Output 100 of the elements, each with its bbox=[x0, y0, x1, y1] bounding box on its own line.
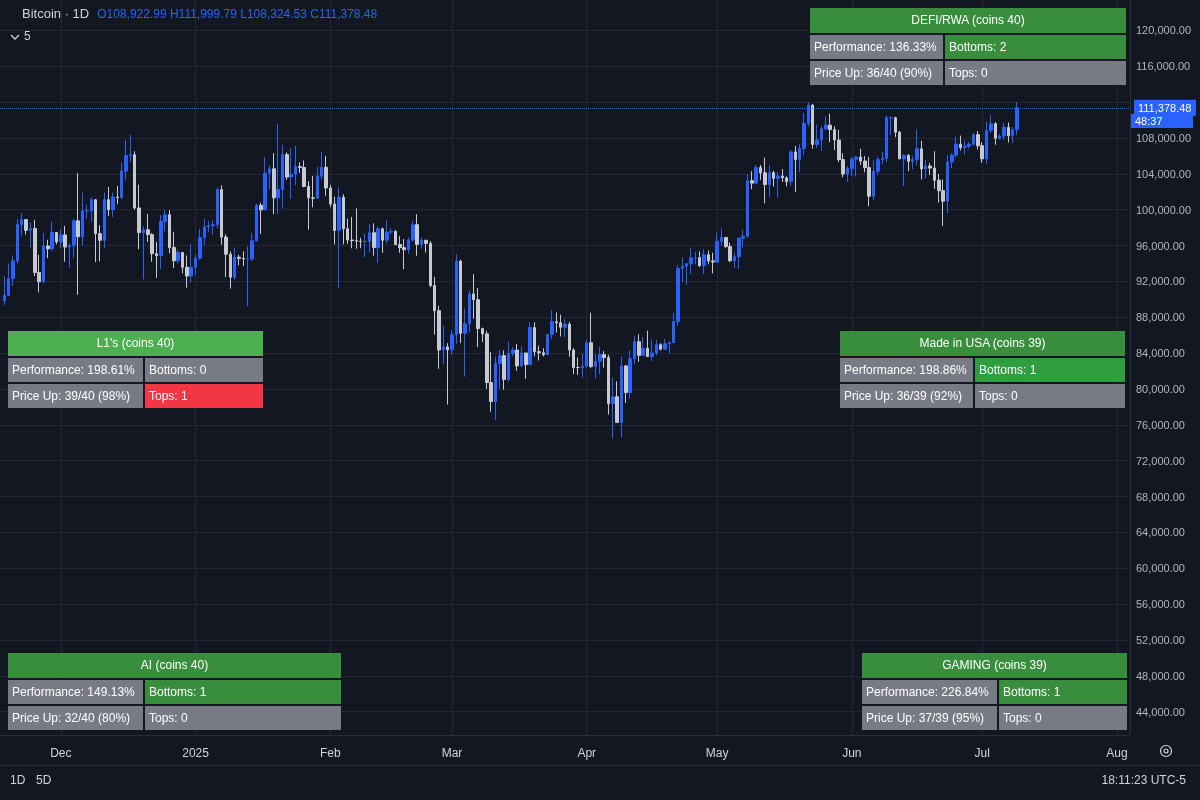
y-tick-label: 52,000.00 bbox=[1136, 633, 1185, 646]
candlestick bbox=[415, 213, 419, 257]
annotation: Price Up: 36/39 (92%) bbox=[840, 384, 973, 408]
candlestick bbox=[42, 232, 45, 284]
candlestick bbox=[615, 380, 619, 424]
x-tick-label: Jun bbox=[842, 746, 862, 760]
candlestick bbox=[867, 156, 871, 207]
y-tick-label: 76,000.00 bbox=[1136, 418, 1185, 431]
candlestick bbox=[528, 321, 532, 366]
x-tick-label: Dec bbox=[50, 746, 72, 760]
candlestick bbox=[559, 314, 562, 337]
text: Bitcoin · 1D bbox=[22, 6, 90, 21]
candlestick bbox=[289, 147, 293, 200]
candlestick bbox=[646, 330, 649, 358]
candlestick bbox=[259, 202, 263, 235]
candlestick bbox=[342, 193, 345, 245]
candlestick bbox=[776, 171, 780, 198]
y-tick-label: 88,000.00 bbox=[1136, 311, 1185, 324]
candlestick bbox=[372, 222, 376, 257]
y-tick-label: 44,000.00 bbox=[1136, 705, 1185, 718]
candlestick bbox=[637, 333, 641, 363]
text: Made in USA (coins 39) bbox=[840, 331, 1125, 356]
candlestick bbox=[459, 259, 462, 344]
annotation: Tops: 0 bbox=[975, 384, 1125, 408]
x-tick-label: Jul bbox=[974, 746, 990, 760]
candlestick bbox=[55, 232, 58, 245]
x-tick-label: Apr bbox=[577, 746, 597, 760]
annotation: Performance: 149.13% bbox=[8, 680, 143, 704]
candlestick bbox=[781, 168, 784, 183]
candlestick bbox=[659, 342, 662, 351]
candlestick bbox=[233, 246, 236, 281]
candlestick bbox=[446, 342, 449, 406]
candlestick bbox=[663, 338, 667, 350]
annotation: Tops: 0 bbox=[999, 706, 1127, 730]
candlestick bbox=[159, 214, 163, 270]
candlestick bbox=[920, 140, 923, 181]
text: 48:37 bbox=[1131, 114, 1193, 128]
candlestick bbox=[902, 153, 906, 187]
annotation: Bottoms: 1 bbox=[975, 358, 1125, 382]
candlestick bbox=[750, 170, 754, 190]
candlestick bbox=[555, 311, 558, 334]
y-tick-label: 100,000.00 bbox=[1136, 203, 1192, 216]
candlestick bbox=[1002, 122, 1006, 141]
y-tick-label: 116,000.00 bbox=[1136, 60, 1191, 73]
candlestick bbox=[402, 238, 406, 270]
annotation: Bottoms: 1 bbox=[999, 680, 1127, 704]
text: O108,922.99 H111,999.79 L108,324.53 C111,378.48 bbox=[97, 7, 378, 21]
candlestick bbox=[515, 343, 519, 372]
candlestick bbox=[715, 232, 719, 263]
candlestick bbox=[263, 156, 267, 211]
candlestick bbox=[611, 377, 615, 439]
candlestick bbox=[116, 185, 119, 205]
text: 5D bbox=[36, 773, 52, 787]
candlestick bbox=[524, 352, 528, 380]
candlestick bbox=[811, 103, 814, 150]
candlestick bbox=[376, 226, 380, 264]
candlestick bbox=[711, 252, 715, 274]
candlestick bbox=[107, 186, 110, 217]
candlestick bbox=[237, 254, 241, 266]
text: GAMING (coins 39) bbox=[862, 653, 1127, 678]
candlestick bbox=[29, 221, 32, 249]
candlestick bbox=[272, 152, 276, 215]
text: DEFI/RWA (coins 40) bbox=[810, 8, 1126, 33]
annotation: Bottoms: 1 bbox=[145, 680, 341, 704]
candlestick bbox=[598, 346, 602, 375]
candlestick bbox=[815, 124, 819, 149]
candlestick bbox=[641, 336, 645, 357]
y-tick-label: 80,000.00 bbox=[1136, 383, 1185, 396]
candlestick bbox=[276, 123, 280, 215]
candlestick bbox=[772, 170, 775, 187]
candlestick bbox=[385, 219, 389, 244]
candlestick bbox=[142, 225, 145, 280]
candlestick bbox=[889, 116, 893, 136]
candlestick bbox=[63, 225, 67, 263]
candlestick bbox=[1007, 121, 1010, 144]
annotation: Price Up: 36/40 (90%) bbox=[810, 61, 943, 85]
annotation: Price Up: 39/40 (98%) bbox=[8, 384, 143, 408]
annotation: Bottoms: 0 bbox=[145, 358, 263, 382]
y-tick-label: 64,000.00 bbox=[1136, 526, 1185, 539]
candlestick bbox=[698, 250, 701, 268]
candlestick bbox=[185, 254, 189, 289]
candlestick bbox=[754, 164, 758, 185]
x-tick-label: 2025 bbox=[182, 746, 210, 760]
y-tick-label: 96,000.00 bbox=[1136, 239, 1185, 252]
candlestick bbox=[59, 228, 63, 249]
candlestick bbox=[854, 156, 858, 178]
candlestick bbox=[907, 153, 910, 172]
ref-line-label: 111,378.48 bbox=[1138, 101, 1192, 114]
candlestick bbox=[924, 159, 927, 179]
candlestick bbox=[768, 164, 771, 198]
candlestick bbox=[103, 192, 106, 249]
candlestick bbox=[337, 186, 341, 289]
candlestick bbox=[502, 349, 506, 391]
candlestick bbox=[702, 248, 706, 275]
annotation: Price Up: 32/40 (80%) bbox=[8, 706, 143, 730]
annotation: Performance: 226.84% bbox=[862, 680, 997, 704]
annotation: Tops: 1 bbox=[145, 384, 263, 408]
y-tick-label: 48,000.00 bbox=[1136, 669, 1185, 682]
y-tick-label: 104,000.00 bbox=[1136, 167, 1192, 180]
y-tick-label: 72,000.00 bbox=[1136, 454, 1185, 467]
